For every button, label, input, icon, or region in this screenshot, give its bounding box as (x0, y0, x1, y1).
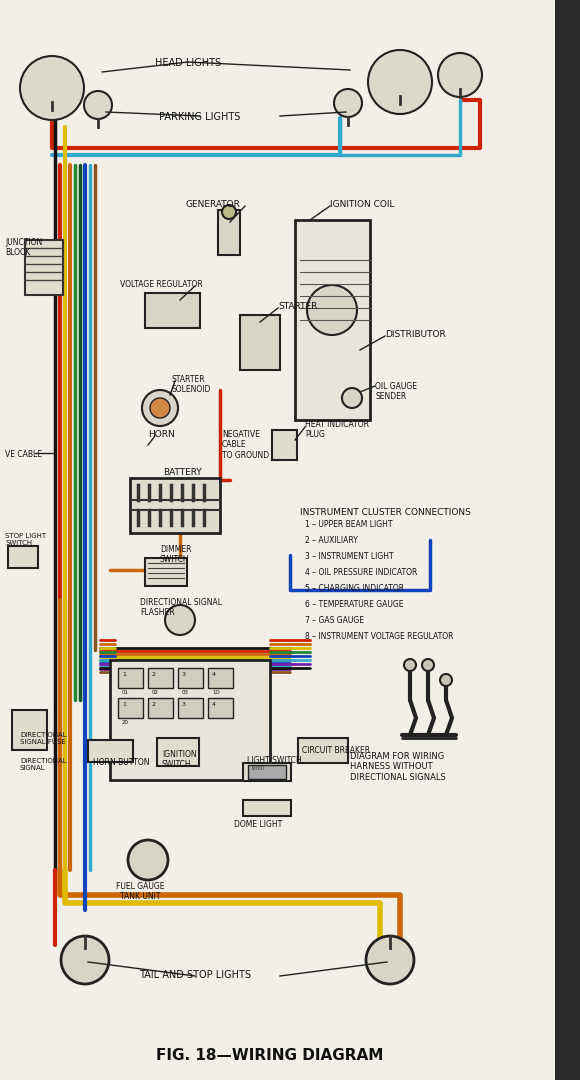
Text: TAIL AND STOP LIGHTS: TAIL AND STOP LIGHTS (139, 970, 251, 980)
Bar (240, 315, 280, 370)
Bar (148, 698, 173, 718)
Text: FUEL GAUGE
TANK UNIT: FUEL GAUGE TANK UNIT (116, 882, 164, 902)
Text: STARTER: STARTER (278, 302, 317, 311)
Bar (12, 710, 47, 750)
Bar (555, 0, 580, 1080)
Bar (110, 660, 270, 780)
Circle shape (142, 390, 178, 426)
Text: DIRECTIONAL
SIGNAL: DIRECTIONAL SIGNAL (20, 758, 67, 771)
Text: 3 – INSTRUMENT LIGHT: 3 – INSTRUMENT LIGHT (305, 552, 394, 561)
Text: DIAGRAM FOR WIRING
HARNESS WITHOUT
DIRECTIONAL SIGNALS: DIAGRAM FOR WIRING HARNESS WITHOUT DIREC… (350, 752, 446, 782)
Text: 6 – TEMPERATURE GAUGE: 6 – TEMPERATURE GAUGE (305, 600, 404, 609)
Circle shape (404, 659, 416, 671)
Text: FIG. 18—WIRING DIAGRAM: FIG. 18—WIRING DIAGRAM (157, 1048, 384, 1063)
Bar (88, 740, 133, 762)
Circle shape (222, 205, 236, 219)
Text: JUNCTION
BLOCK: JUNCTION BLOCK (5, 238, 42, 257)
Text: 2: 2 (152, 702, 156, 707)
Text: CIRCUIT BREAKER: CIRCUIT BREAKER (302, 746, 370, 755)
Text: 03: 03 (182, 690, 189, 696)
Circle shape (422, 659, 434, 671)
Text: DIRECTIONAL
SIGNAL FUSE: DIRECTIONAL SIGNAL FUSE (20, 732, 67, 745)
Text: HORN BUTTON: HORN BUTTON (93, 758, 150, 767)
Text: DOME LIGHT: DOME LIGHT (234, 820, 282, 829)
Bar (118, 698, 143, 718)
Text: 2: 2 (152, 672, 156, 677)
Text: 01: 01 (122, 690, 129, 696)
Text: HORN: HORN (148, 430, 175, 438)
Text: 1 – UPPER BEAM LIGHT: 1 – UPPER BEAM LIGHT (305, 519, 393, 529)
Circle shape (342, 388, 362, 408)
Text: OIL GAUGE
SENDER: OIL GAUGE SENDER (375, 382, 417, 402)
Bar (130, 478, 220, 534)
Circle shape (61, 936, 109, 984)
Bar (145, 293, 200, 328)
Text: 3: 3 (182, 702, 186, 707)
Bar (148, 669, 173, 688)
Bar (8, 546, 38, 568)
Circle shape (20, 56, 84, 120)
Text: IIIIIIII: IIIIIIII (252, 766, 265, 771)
Bar (208, 698, 233, 718)
Text: LIGHT SWITCH: LIGHT SWITCH (247, 756, 302, 765)
Text: IGNITION COIL: IGNITION COIL (330, 200, 394, 210)
Bar (272, 430, 297, 460)
Text: 02: 02 (152, 690, 159, 696)
Text: STARTER
SOLENOID: STARTER SOLENOID (172, 375, 211, 394)
Circle shape (368, 50, 432, 114)
Text: GENERATOR: GENERATOR (185, 200, 240, 210)
Text: DISTRIBUTOR: DISTRIBUTOR (385, 330, 446, 339)
Text: 7 – GAS GAUGE: 7 – GAS GAUGE (305, 616, 364, 625)
Text: 3: 3 (182, 672, 186, 677)
Circle shape (165, 605, 195, 635)
Text: 4: 4 (212, 702, 216, 707)
Text: 4 – OIL PRESSURE INDICATOR: 4 – OIL PRESSURE INDICATOR (305, 568, 418, 577)
Bar (157, 738, 199, 766)
Bar (298, 738, 348, 762)
Bar (243, 800, 291, 816)
Text: PARKING LIGHTS: PARKING LIGHTS (160, 112, 241, 122)
Text: IGNITION
SWITCH: IGNITION SWITCH (162, 750, 197, 769)
Text: HEAD LIGHTS: HEAD LIGHTS (155, 58, 221, 68)
Text: 5 – CHARGING INDICATOR: 5 – CHARGING INDICATOR (305, 584, 404, 593)
Bar (25, 240, 63, 295)
Text: 1: 1 (122, 672, 126, 677)
Text: INSTRUMENT CLUSTER CONNECTIONS: INSTRUMENT CLUSTER CONNECTIONS (300, 508, 471, 517)
Bar (218, 210, 240, 255)
Circle shape (307, 285, 357, 335)
Circle shape (334, 89, 362, 117)
Text: VE CABLE: VE CABLE (5, 450, 42, 459)
Circle shape (366, 936, 414, 984)
Bar (145, 558, 187, 586)
Circle shape (84, 91, 112, 119)
Bar (178, 698, 203, 718)
Text: 4: 4 (212, 672, 216, 677)
Text: HEAT INDICATOR
PLUG: HEAT INDICATOR PLUG (305, 420, 369, 440)
Text: DIRECTIONAL SIGNAL
FLASHER: DIRECTIONAL SIGNAL FLASHER (140, 598, 222, 618)
Text: VOLTAGE REGULATOR: VOLTAGE REGULATOR (120, 280, 203, 289)
Bar (178, 669, 203, 688)
Bar (208, 669, 233, 688)
Text: STOP LIGHT
SWITCH: STOP LIGHT SWITCH (5, 534, 46, 546)
Text: DIMMER
SWITCH: DIMMER SWITCH (160, 545, 191, 565)
Text: 2 – AUXILIARY: 2 – AUXILIARY (305, 536, 358, 545)
Circle shape (150, 399, 170, 418)
Text: BATTERY: BATTERY (163, 468, 202, 477)
Text: 8 – INSTRUMENT VOLTAGE REGULATOR: 8 – INSTRUMENT VOLTAGE REGULATOR (305, 632, 454, 642)
Bar (295, 220, 370, 420)
Circle shape (438, 53, 482, 97)
Circle shape (128, 840, 168, 880)
Text: 1: 1 (122, 702, 126, 707)
Text: 1O: 1O (212, 690, 220, 696)
Text: 20: 20 (122, 720, 129, 725)
Circle shape (440, 674, 452, 686)
Bar (118, 669, 143, 688)
Bar (243, 762, 291, 781)
Bar (248, 765, 286, 779)
Text: NEGATIVE
CABLE
TO GROUND: NEGATIVE CABLE TO GROUND (222, 430, 269, 460)
